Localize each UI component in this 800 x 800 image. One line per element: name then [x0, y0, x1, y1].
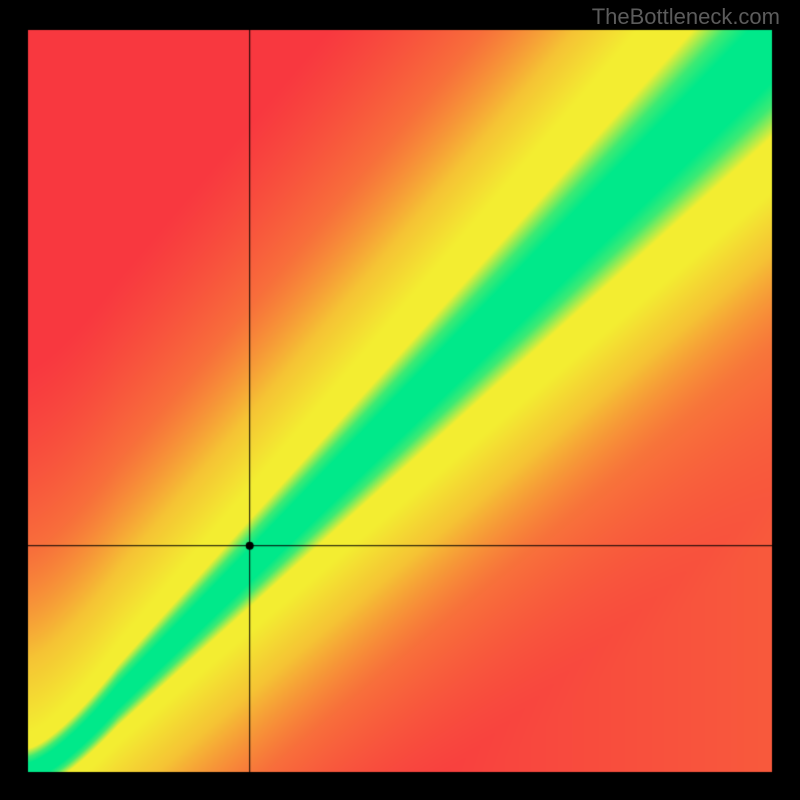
- heatmap-canvas: [0, 0, 800, 800]
- chart-container: TheBottleneck.com: [0, 0, 800, 800]
- watermark-text: TheBottleneck.com: [592, 4, 780, 30]
